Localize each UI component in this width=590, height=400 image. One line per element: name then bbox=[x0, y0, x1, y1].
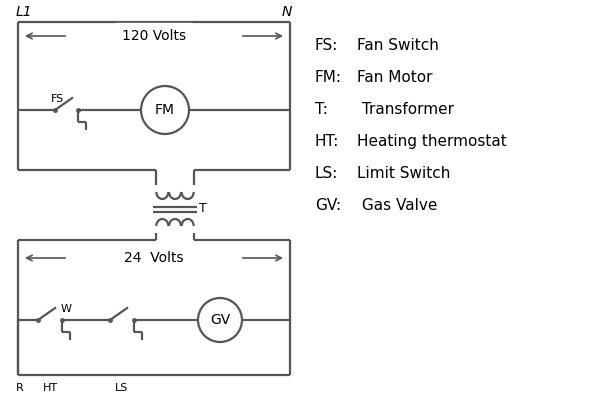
Text: FS:: FS: bbox=[315, 38, 339, 53]
Text: Fan Switch: Fan Switch bbox=[357, 38, 439, 53]
Text: N: N bbox=[281, 5, 292, 19]
Text: R: R bbox=[16, 383, 24, 393]
Text: FS: FS bbox=[51, 94, 65, 104]
Text: Fan Motor: Fan Motor bbox=[357, 70, 432, 85]
Text: L1: L1 bbox=[16, 5, 32, 19]
Text: HT: HT bbox=[42, 383, 58, 393]
Text: GV:: GV: bbox=[315, 198, 341, 213]
Text: HT:: HT: bbox=[315, 134, 339, 149]
Text: T:: T: bbox=[315, 102, 328, 117]
Text: T: T bbox=[199, 202, 206, 216]
Text: W: W bbox=[61, 304, 71, 314]
Text: Gas Valve: Gas Valve bbox=[357, 198, 437, 213]
Text: Heating thermostat: Heating thermostat bbox=[357, 134, 507, 149]
Text: FM: FM bbox=[155, 103, 175, 117]
Text: GV: GV bbox=[210, 313, 230, 327]
Text: FM:: FM: bbox=[315, 70, 342, 85]
Text: Transformer: Transformer bbox=[357, 102, 454, 117]
Text: Limit Switch: Limit Switch bbox=[357, 166, 450, 181]
Text: LS:: LS: bbox=[315, 166, 339, 181]
Text: LS: LS bbox=[115, 383, 129, 393]
Text: 120 Volts: 120 Volts bbox=[122, 29, 186, 43]
Text: 24  Volts: 24 Volts bbox=[124, 251, 184, 265]
